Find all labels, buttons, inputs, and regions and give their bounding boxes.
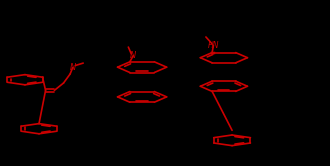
Text: HN: HN: [208, 41, 219, 50]
Text: N: N: [130, 51, 136, 60]
Text: N: N: [70, 63, 76, 72]
